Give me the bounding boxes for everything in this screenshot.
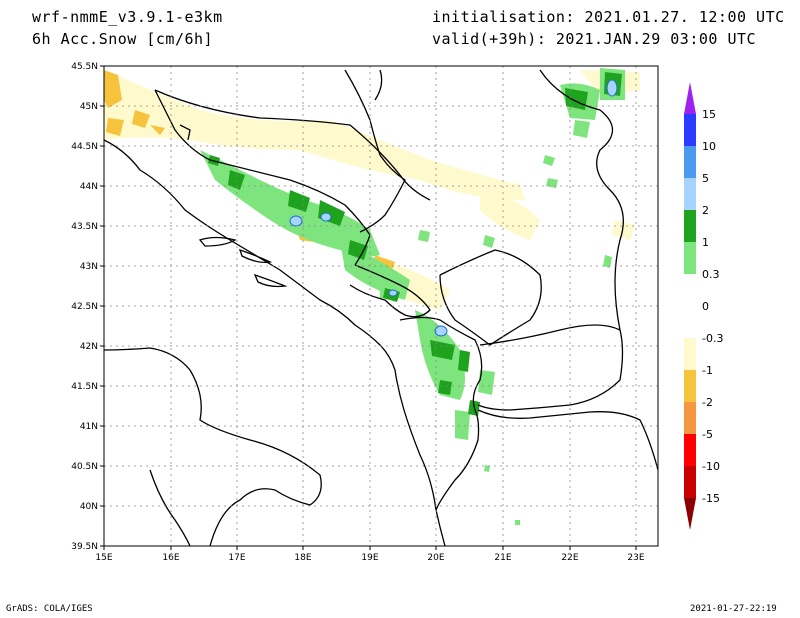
legend-swatch	[684, 146, 696, 178]
lat-label: 44N	[80, 182, 98, 192]
legend-label: 15	[702, 108, 716, 121]
lat-label: 40N	[80, 502, 98, 512]
borders	[104, 69, 658, 546]
legend-label: 1	[702, 236, 709, 249]
lat-label: 43.5N	[71, 222, 98, 232]
lat-label: 45N	[80, 102, 98, 112]
lon-label: 21E	[494, 553, 511, 563]
init-time: initialisation: 2021.01.27. 12:00 UTC	[432, 8, 785, 26]
lon-label: 18E	[294, 553, 311, 563]
legend-arrow-bottom	[684, 498, 696, 530]
lon-label: 15E	[95, 553, 112, 563]
lon-label: 19E	[361, 553, 378, 563]
legend-swatch	[684, 210, 696, 242]
legend-label: 0.3	[702, 268, 720, 281]
lat-label: 41.5N	[71, 382, 98, 392]
legend-swatch	[684, 402, 696, 434]
legend-label: -5	[702, 428, 713, 441]
precip-field	[104, 68, 640, 525]
legend-swatch	[684, 466, 696, 498]
lon-labels: 15E 16E 17E 18E 19E 20E 21E 22E 23E	[95, 553, 644, 563]
axis-ticks	[100, 65, 637, 550]
legend-colorbar	[684, 82, 696, 530]
field-title: 6h Acc.Snow [cm/6h]	[32, 30, 214, 48]
model-title: wrf-nmmE_v3.9.1-e3km	[32, 8, 223, 26]
legend-label: -1	[702, 364, 713, 377]
lat-label: 42N	[80, 342, 98, 352]
legend-label: -2	[702, 396, 713, 409]
lat-label: 43N	[80, 262, 98, 272]
footer-timestamp: 2021-01-27-22:19	[690, 604, 777, 614]
footer-credit: GrADS: COLA/IGES	[6, 604, 93, 614]
legend-swatch	[684, 178, 696, 210]
legend-label: -15	[702, 492, 720, 505]
lat-label: 39.5N	[71, 542, 98, 552]
legend-label: 5	[702, 172, 709, 185]
legend-swatch	[684, 434, 696, 466]
legend-label: 2	[702, 204, 709, 217]
lat-label: 45.5N	[71, 62, 98, 72]
lat-labels: 45.5N 45N 44.5N 44N 43.5N 43N 42.5N 42N …	[71, 62, 98, 552]
valid-time: valid(+39h): 2021.JAN.29 03:00 UTC	[432, 30, 757, 48]
legend-swatch	[684, 114, 696, 146]
lat-label: 42.5N	[71, 302, 98, 312]
graticule	[104, 66, 658, 546]
lon-label: 23E	[627, 553, 644, 563]
legend-swatch	[684, 338, 696, 370]
legend-swatch	[684, 274, 696, 338]
lon-label: 17E	[228, 553, 245, 563]
lon-label: 16E	[162, 553, 179, 563]
legend-labels: 15 10 5 2 1 0.3 0 -0.3 -1 -2 -5 -10 -15	[702, 108, 723, 505]
legend-arrow-top	[684, 82, 696, 114]
legend-swatch	[684, 242, 696, 274]
legend-swatch	[684, 370, 696, 402]
lon-label: 22E	[561, 553, 578, 563]
lat-label: 44.5N	[71, 142, 98, 152]
lat-label: 41N	[80, 422, 98, 432]
legend-label: 10	[702, 140, 716, 153]
legend-label: 0	[702, 300, 709, 313]
legend-label: -0.3	[702, 332, 723, 345]
lon-label: 20E	[427, 553, 444, 563]
legend-label: -10	[702, 460, 720, 473]
lat-label: 40.5N	[71, 462, 98, 472]
